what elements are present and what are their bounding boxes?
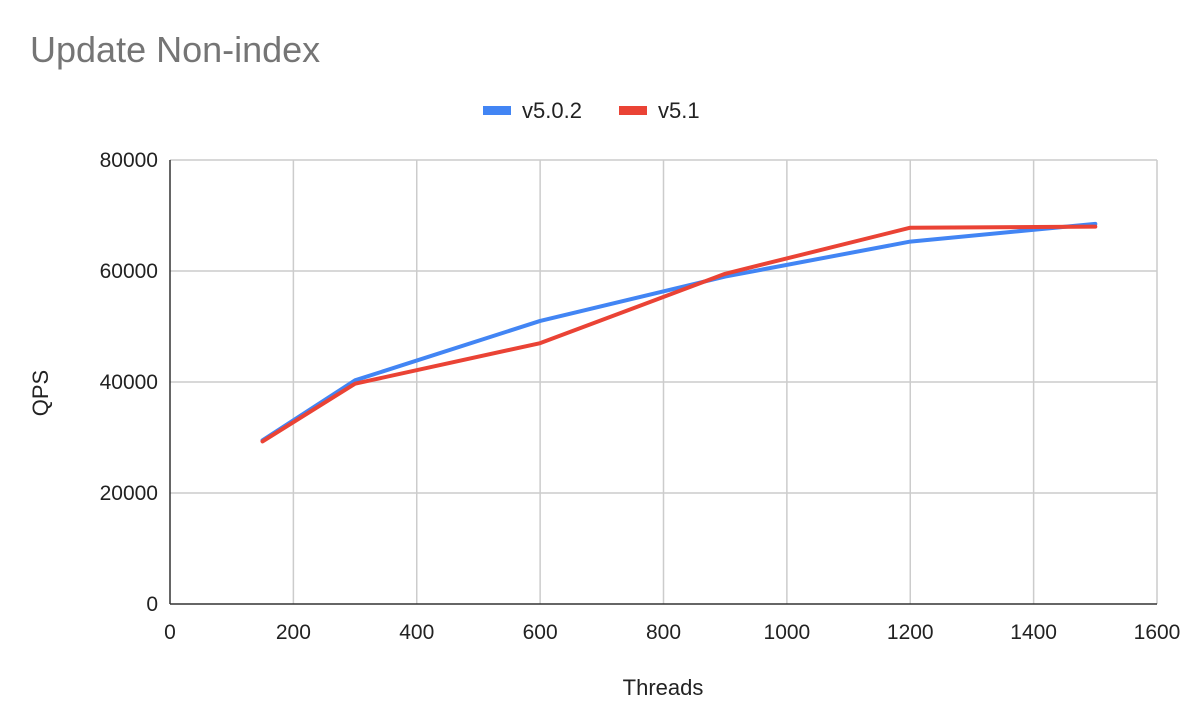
chart-title: Update Non-index xyxy=(30,29,320,70)
y-tick-label: 80000 xyxy=(100,149,158,172)
legend-label-v5-1: v5.1 xyxy=(658,98,700,123)
tick-labels: 0 200 400 600 800 1000 1200 1400 1600 0 20000 40000… xyxy=(100,149,1181,644)
gridlines xyxy=(170,159,1158,604)
x-tick-label: 800 xyxy=(646,621,681,644)
y-tick-label: 20000 xyxy=(100,482,158,505)
legend-swatch-v5-0-2 xyxy=(483,106,511,115)
x-tick-label: 200 xyxy=(276,621,311,644)
y-axis-label: QPS xyxy=(28,370,53,416)
x-tick-label: 1600 xyxy=(1134,621,1181,644)
x-tick-label: 400 xyxy=(399,621,434,644)
series-line-v5-1 xyxy=(260,224,1098,444)
y-tick-label: 60000 xyxy=(100,260,158,283)
x-tick-label: 600 xyxy=(523,621,558,644)
axes xyxy=(169,160,1157,605)
y-tick-label: 0 xyxy=(146,593,158,616)
x-tick-label: 1200 xyxy=(887,621,934,644)
y-tick-label: 40000 xyxy=(100,371,158,394)
legend-label-v5-0-2: v5.0.2 xyxy=(522,98,582,123)
x-tick-label: 1400 xyxy=(1010,621,1057,644)
x-tick-label: 1000 xyxy=(764,621,811,644)
x-tick-label: 0 xyxy=(164,621,176,644)
legend: v5.0.2 v5.1 xyxy=(483,98,700,123)
series-lines xyxy=(260,221,1098,444)
x-axis-label: Threads xyxy=(623,675,704,700)
legend-swatch-v5-1 xyxy=(619,106,647,115)
series-line-v5-0-2 xyxy=(260,221,1098,443)
